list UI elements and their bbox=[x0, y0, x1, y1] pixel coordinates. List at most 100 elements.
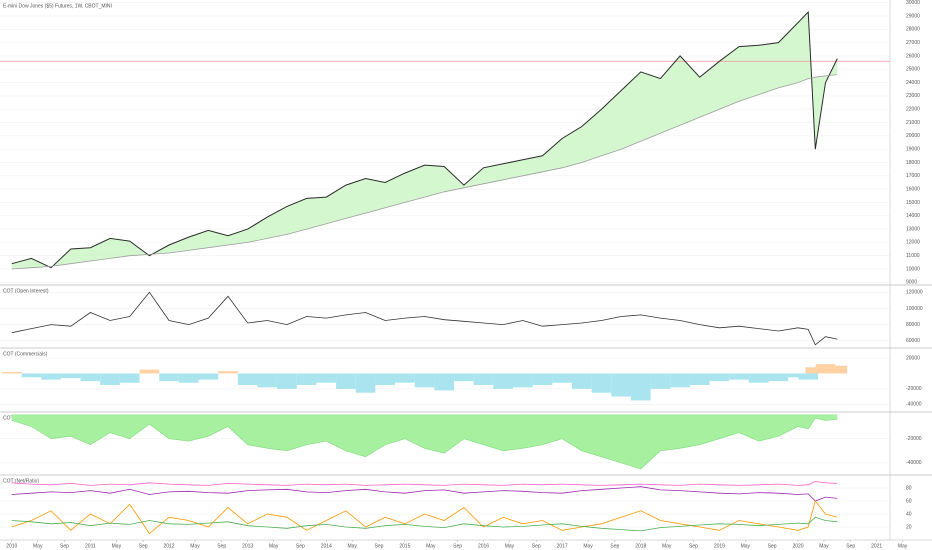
pane-title: COT (Commercials) bbox=[3, 351, 48, 357]
bar bbox=[689, 373, 710, 386]
data-line bbox=[11, 486, 838, 502]
x-tick-label: May bbox=[33, 543, 43, 549]
bar bbox=[532, 373, 553, 386]
x-tick-label: May bbox=[347, 543, 357, 549]
bar bbox=[316, 373, 337, 383]
y-tick-label: 28000 bbox=[906, 27, 920, 33]
y-tick-label: -40000 bbox=[906, 402, 922, 408]
x-tick-label: May bbox=[898, 543, 908, 549]
y-tick-label: 17000 bbox=[906, 173, 920, 179]
y-tick-label: 100000 bbox=[906, 306, 923, 312]
y-tick-label: 14000 bbox=[906, 213, 920, 219]
y-tick-label: 12000 bbox=[906, 240, 920, 246]
x-tick-label: Sep bbox=[846, 543, 855, 549]
bar bbox=[630, 373, 651, 401]
bar bbox=[41, 373, 61, 380]
bar bbox=[748, 373, 769, 383]
y-tick-label: 40 bbox=[906, 511, 912, 517]
x-tick-label: 2016 bbox=[478, 543, 489, 549]
chart-title: E-mini Dow Jones ($5) Futures, 1W, CBOT_… bbox=[3, 3, 112, 9]
fill-area bbox=[11, 11, 838, 270]
x-tick-label: Sep bbox=[296, 543, 305, 549]
bar bbox=[513, 373, 533, 388]
bar bbox=[827, 365, 848, 374]
y-tick-label: 16000 bbox=[906, 186, 920, 192]
y-tick-label: 20 bbox=[906, 524, 912, 530]
y-tick-label: 13000 bbox=[906, 226, 920, 232]
bar bbox=[237, 373, 258, 386]
x-tick-label: 2012 bbox=[163, 543, 174, 549]
y-tick-label: 20000 bbox=[906, 355, 920, 361]
bar bbox=[709, 373, 730, 382]
x-tick-label: May bbox=[112, 543, 122, 549]
x-tick-label: 2018 bbox=[635, 543, 646, 549]
x-tick-label: Sep bbox=[60, 543, 69, 549]
bar bbox=[571, 373, 592, 389]
y-tick-label: 80 bbox=[906, 485, 912, 491]
data-line bbox=[11, 481, 838, 486]
x-tick-label: Sep bbox=[532, 543, 541, 549]
x-tick-label: May bbox=[269, 543, 279, 549]
bar bbox=[591, 373, 612, 393]
bar bbox=[815, 364, 836, 374]
y-tick-label: 25000 bbox=[906, 67, 920, 73]
y-tick-label: 9000 bbox=[906, 280, 917, 286]
y-tick-label: 10000 bbox=[906, 266, 920, 272]
data-line bbox=[11, 10, 838, 269]
y-tick-label: 120000 bbox=[906, 290, 923, 296]
data-line bbox=[11, 291, 838, 346]
x-tick-label: May bbox=[819, 543, 829, 549]
bar bbox=[375, 373, 396, 386]
x-tick-label: May bbox=[741, 543, 751, 549]
bar bbox=[729, 373, 749, 380]
bar bbox=[119, 373, 140, 383]
x-tick-label: 2011 bbox=[85, 543, 96, 549]
y-tick-label: 60 bbox=[906, 498, 912, 504]
x-tick-label: 2017 bbox=[557, 543, 568, 549]
y-tick-label: 24000 bbox=[906, 80, 920, 86]
x-tick-label: Sep bbox=[689, 543, 698, 549]
y-tick-label: 18000 bbox=[906, 160, 920, 166]
x-tick-label: May bbox=[505, 543, 515, 549]
y-tick-label: 27000 bbox=[906, 40, 920, 46]
y-tick-label: 22000 bbox=[906, 107, 920, 113]
axis-panel bbox=[890, 0, 932, 550]
y-tick-label: 15000 bbox=[906, 200, 920, 206]
bar bbox=[277, 373, 297, 389]
bar bbox=[670, 373, 690, 388]
y-tick-label: 29000 bbox=[906, 13, 920, 19]
x-tick-label: 2015 bbox=[399, 543, 410, 549]
bar bbox=[218, 371, 238, 374]
bar bbox=[159, 373, 179, 382]
bar bbox=[257, 373, 278, 388]
bar bbox=[198, 373, 219, 380]
bar bbox=[454, 373, 474, 382]
x-tick-label: May bbox=[662, 543, 672, 549]
x-tick-label: Sep bbox=[453, 543, 462, 549]
y-tick-label: 19000 bbox=[906, 146, 920, 152]
bar bbox=[493, 373, 514, 389]
bar bbox=[768, 373, 789, 382]
bar bbox=[1, 371, 22, 374]
bar bbox=[336, 373, 356, 389]
y-tick-label: -40000 bbox=[906, 460, 922, 466]
x-tick-label: 2013 bbox=[242, 543, 253, 549]
y-tick-label: -20000 bbox=[906, 386, 922, 392]
area-fill bbox=[11, 414, 838, 469]
y-tick-label: 26000 bbox=[906, 53, 920, 59]
y-tick-label: 23000 bbox=[906, 93, 920, 99]
bar bbox=[60, 373, 81, 379]
bar bbox=[21, 373, 42, 378]
y-tick-label: 21000 bbox=[906, 120, 920, 126]
bar bbox=[178, 373, 199, 383]
x-tick-label: 2021 bbox=[871, 543, 882, 549]
x-tick-label: Sep bbox=[375, 543, 384, 549]
y-tick-label: 60000 bbox=[906, 338, 920, 344]
bar bbox=[100, 373, 120, 386]
bar bbox=[139, 369, 160, 374]
y-tick-label: 30000 bbox=[906, 0, 920, 6]
bar bbox=[434, 373, 455, 391]
y-tick-label: 11000 bbox=[906, 253, 920, 259]
